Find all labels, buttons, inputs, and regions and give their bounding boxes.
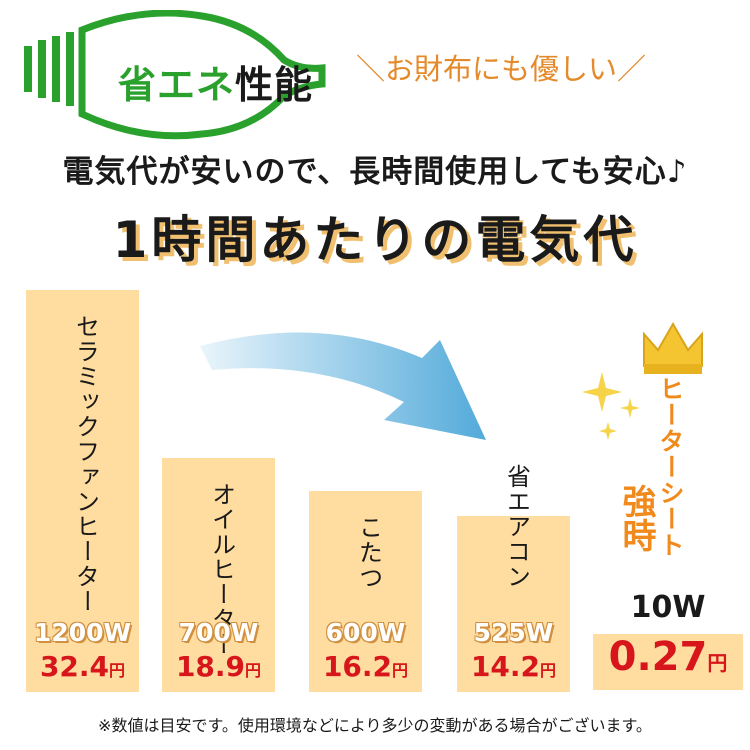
price-value: 14.2 xyxy=(470,650,541,683)
bar-watt-label: 525W xyxy=(473,618,554,647)
bar-category-label: こたつ xyxy=(354,515,383,590)
bar-category-label: オイルヒーター xyxy=(207,481,236,657)
bar-price-label: 18.9円 xyxy=(156,650,281,683)
price-value: 32.4 xyxy=(39,650,110,683)
bar-1 xyxy=(26,290,139,692)
bar-category-label: セラミックファンヒーター xyxy=(71,314,100,614)
sparkle-icon xyxy=(582,372,640,440)
logo: 省エネ性能 xyxy=(22,10,352,140)
price-value: 18.9 xyxy=(175,650,246,683)
chart-title: 1時間あたりの電気代 xyxy=(112,211,638,269)
bar-2 xyxy=(162,457,275,692)
bar-price-label: 32.4円 xyxy=(20,650,145,683)
bar-price-label: 16.2円 xyxy=(303,650,428,683)
downward-arrow-icon xyxy=(200,332,486,440)
bar-category-label: 省エアコン xyxy=(502,463,531,589)
heater-sheet-mode: 強時 xyxy=(616,484,656,552)
bar-watt-label: 700W xyxy=(178,618,259,647)
bar-4 xyxy=(457,515,570,692)
lightbulb-icon xyxy=(24,10,326,140)
crown-icon xyxy=(643,321,703,374)
logo-text: 省エネ性能 xyxy=(118,63,314,107)
heater-sheet-watt: 10W xyxy=(630,590,706,625)
price-value: 16.2 xyxy=(322,650,393,683)
heater-sheet-label: ヒーターシート xyxy=(656,376,685,558)
price-unit: 円 xyxy=(245,661,262,680)
heater-sheet-price: 0.27円 xyxy=(608,634,728,680)
bar-price-label: 14.2円 xyxy=(451,650,576,683)
subheading: 電気代が安いので、長時間使用しても安心♪ xyxy=(62,154,688,190)
footnote: ※数値は目安です。使用環境などにより多少の変動がある場合がございます。 xyxy=(98,716,652,735)
bar-watt-label: 1200W xyxy=(33,618,132,647)
price-unit: 円 xyxy=(109,661,126,680)
price-unit: 円 xyxy=(540,661,557,680)
bar-3 xyxy=(309,491,422,692)
bar-watt-label: 600W xyxy=(325,618,406,647)
heater-sheet-price-bg xyxy=(593,634,743,690)
price-unit: 円 xyxy=(392,661,409,680)
tagline: ＼お財布にも優しい／ xyxy=(356,52,647,86)
